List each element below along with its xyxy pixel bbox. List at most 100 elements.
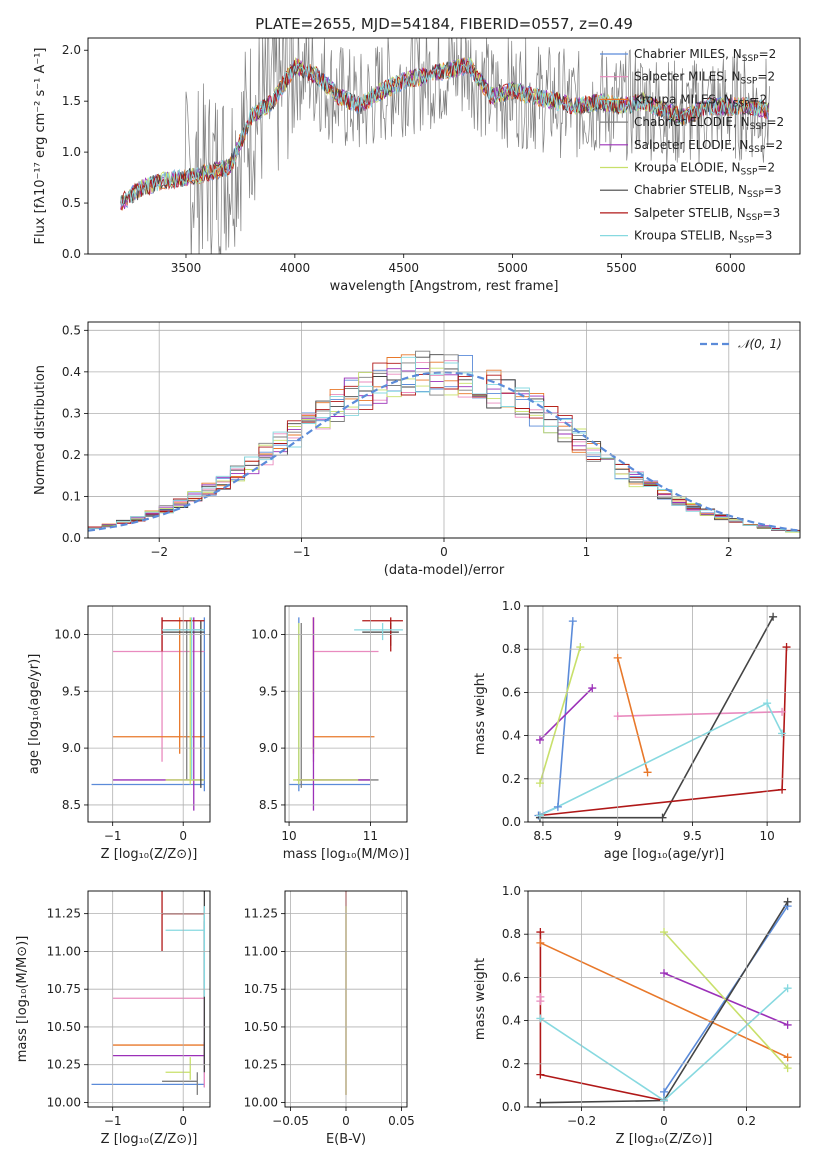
y-tick-label: 11.25 [47, 907, 81, 921]
y-tick-label: 0.4 [502, 729, 521, 743]
spectrum-data-line [120, 38, 770, 254]
x-axis-label: Z [log₁₀(Z/Z⊙)] [101, 1132, 198, 1147]
y-tick-label: 8.5 [259, 798, 278, 812]
y-tick-label: 11.00 [47, 944, 81, 958]
x-tick-label: 1 [583, 545, 591, 559]
x-axis-label: E(B-V) [326, 1132, 366, 1147]
x-tick-label: 0.05 [388, 1114, 415, 1128]
weight-point-marker [536, 928, 545, 937]
weight-series-line [616, 657, 649, 773]
weight-point-marker [535, 811, 544, 820]
x-tick-label: 0 [342, 1114, 350, 1128]
panel-spectrum: 3500 4000 4500 5000 5500 6000 0.0 0.5 1.0 1.5 2.0 w… [33, 37, 801, 294]
y-axis-label: mass [log₁₀(M/M⊙)] [15, 936, 30, 1063]
x-tick-label: 0 [660, 1114, 668, 1128]
weight-point-marker [613, 712, 622, 721]
plot-area [120, 38, 770, 254]
spectrum-model-line [120, 57, 769, 208]
y-tick-label: 11.25 [244, 907, 278, 921]
y-tick-label: 0.5 [62, 196, 81, 210]
weight-point-marker [536, 938, 545, 947]
weight-series-line [539, 646, 788, 817]
axes-frame [87, 37, 801, 255]
x-tick-label: −1 [293, 545, 311, 559]
panel-weight_vs_age: 8.5 9 9.5 10 0.0 0.2 0.4 0.6 0.8 1.0 age [log₁₀(ag… [473, 599, 801, 862]
y-tick-label: 0.1 [62, 489, 81, 503]
y-tick-label: 10.00 [47, 1095, 81, 1109]
x-axis-label: (data-model)/error [384, 563, 505, 578]
weight-series-line [539, 687, 593, 741]
x-tick-label: 6000 [715, 261, 746, 275]
y-tick-label: 9.0 [62, 741, 81, 755]
y-tick-label: 0.6 [502, 970, 521, 984]
y-tick-label: 2.0 [62, 43, 81, 57]
weight-point-marker [535, 779, 544, 788]
weight-point-marker [643, 768, 652, 777]
y-tick-label: 0.2 [62, 448, 81, 462]
weight-series-line [539, 646, 582, 784]
weight-point-marker [660, 1087, 668, 1096]
x-tick-label: 8.5 [533, 829, 552, 843]
weight-point-marker [778, 729, 787, 738]
legend-entry: Kroupa STELIB, NSSP=3 [634, 229, 772, 246]
legend-entry: Kroupa MILES, NSSP=2 [634, 92, 767, 109]
weight-point-marker [576, 643, 585, 652]
weight-point-marker [536, 1070, 545, 1079]
x-tick-label: 3500 [171, 261, 202, 275]
weight-point-marker [613, 653, 622, 662]
x-axis-label: Z [log₁₀(Z/Z⊙)] [101, 847, 198, 862]
figure-title: PLATE=2655, MJD=54184, FIBERID=0557, z=0… [255, 15, 633, 33]
y-tick-label: 0.4 [62, 365, 81, 379]
x-tick-label: −2 [150, 545, 168, 559]
y-tick-label: 8.5 [62, 798, 81, 812]
legend-entry: Salpeter ELODIE, NSSP=2 [634, 138, 783, 155]
x-tick-label: −1 [104, 1114, 122, 1128]
weight-point-marker [783, 1064, 792, 1073]
legend-entry: Chabrier STELIB, NSSP=3 [634, 183, 782, 200]
y-tick-label: 0.2 [502, 772, 521, 786]
weight-point-marker [782, 643, 791, 652]
weight-series-line [539, 702, 783, 817]
x-tick-label: 5500 [606, 261, 637, 275]
weight-point-marker [553, 802, 562, 811]
plot-area [289, 617, 403, 811]
x-axis-label: age [log₁₀(age/yr)] [604, 847, 725, 862]
x-tick-label: −1 [104, 829, 122, 843]
y-axis-label: Flux [fλ10⁻¹⁷ erg cm⁻² s⁻¹ A⁻¹] [33, 48, 48, 245]
legend-entry: Chabrier ELODIE, NSSP=2 [634, 115, 784, 132]
x-tick-label: 4500 [388, 261, 419, 275]
legend-entry: Kroupa ELODIE, NSSP=2 [634, 161, 775, 178]
y-tick-label: 9.0 [259, 741, 278, 755]
x-axis-label: Z [log₁₀(Z/Z⊙)] [616, 1132, 713, 1147]
y-tick-label: 10.50 [244, 1020, 278, 1034]
axes-frame [87, 321, 801, 539]
x-tick-label: 4000 [280, 261, 311, 275]
y-tick-label: 10.75 [244, 982, 278, 996]
y-tick-label: 10.00 [244, 1095, 278, 1109]
weight-point-marker [658, 813, 667, 822]
panel-age_vs_Z: −1 0 8.5 9.0 9.5 10.0 Z [log₁₀(Z/Z⊙)] age [log₁… [27, 605, 211, 862]
panel-mass_vs_Z: −1 0 10.00 10.25 10.50 10.75 11.00 11.25 Z [log₁… [15, 890, 211, 1147]
plot-area [91, 617, 206, 811]
plot-area [538, 616, 788, 819]
y-tick-label: 10.75 [47, 982, 81, 996]
weight-point-marker [763, 699, 772, 708]
x-tick-label: 10 [759, 829, 774, 843]
weight-point-marker [660, 928, 668, 937]
panel-weight_vs_Z: −0.2 0 0.2 0.0 0.2 0.4 0.6 0.8 1.0 Z [log₁₀(Z/Z⊙)… [473, 884, 801, 1147]
weight-point-marker [588, 684, 597, 693]
x-axis-label: wavelength [Angstrom, rest frame] [330, 279, 559, 294]
y-tick-label: 0.0 [62, 531, 81, 545]
y-tick-label: 1.0 [502, 884, 521, 898]
y-tick-label: 10.25 [244, 1058, 278, 1072]
y-axis-label: age [log₁₀(age/yr)] [27, 654, 42, 775]
weight-point-marker [536, 1098, 545, 1107]
x-tick-label: 2 [725, 545, 733, 559]
axes-frame [527, 890, 801, 1108]
weight-series-line [538, 621, 574, 817]
y-tick-label: 10.50 [47, 1020, 81, 1034]
weight-point-marker [778, 707, 787, 716]
y-axis-label: mass weight [473, 673, 488, 755]
y-tick-label: 9.5 [62, 684, 81, 698]
